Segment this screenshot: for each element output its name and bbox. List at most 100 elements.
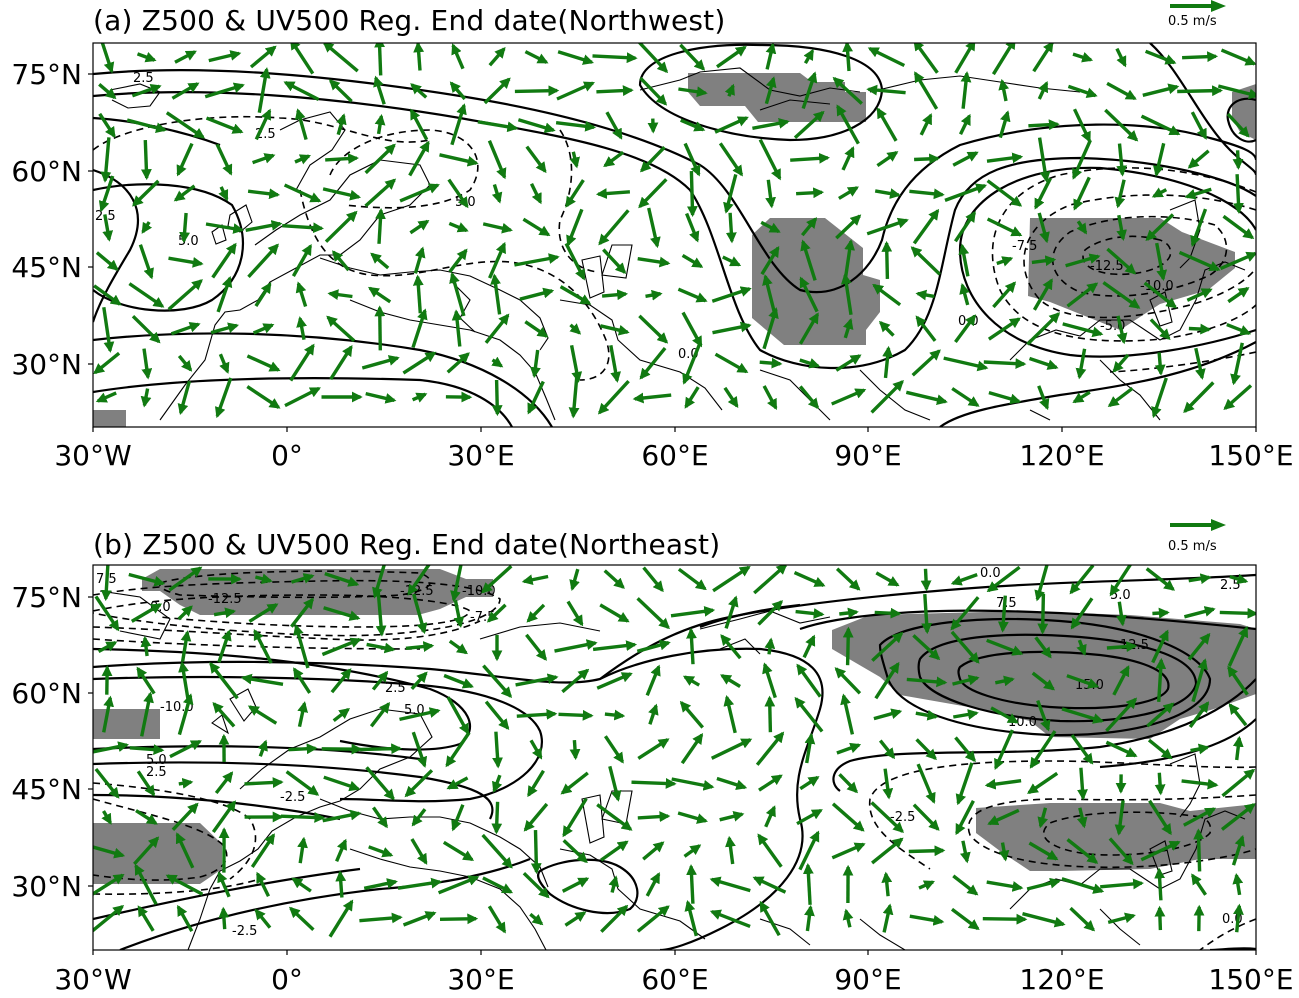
wind-vector-icon — [448, 221, 469, 233]
wind-vector-icon — [1104, 108, 1139, 142]
wind-vector-icon — [168, 566, 203, 592]
wind-vector-icon — [373, 75, 386, 105]
wind-vector-icon — [1106, 247, 1137, 275]
wind-vector-icon — [950, 596, 980, 631]
wind-vector-icon — [992, 281, 1017, 309]
wind-vector-icon — [102, 214, 114, 242]
contour-label: 2.5 — [1220, 578, 1241, 593]
wind-vector-icon — [488, 241, 506, 279]
wind-vector-icon — [366, 642, 396, 654]
wind-vector-icon — [685, 212, 700, 243]
wind-vector-icon — [252, 153, 276, 165]
wind-vector-icon — [450, 103, 467, 146]
wind-vector-icon — [297, 701, 309, 728]
wind-vector-icon — [636, 597, 670, 630]
wind-vector-icon — [249, 45, 277, 69]
wind-vector-icon — [998, 842, 1010, 862]
wind-vector-icon — [525, 633, 547, 661]
wind-vector-icon — [93, 741, 130, 754]
wind-vector-icon — [682, 675, 701, 687]
wind-vector-icon — [527, 769, 545, 798]
wind-vector-icon — [1140, 840, 1181, 862]
wind-vector-icon — [954, 736, 976, 763]
wind-vector-icon — [1151, 187, 1168, 198]
wind-vector-icon — [136, 770, 156, 797]
wind-vector-icon — [167, 279, 203, 311]
wind-vector-icon — [128, 572, 166, 587]
wind-vector-icon — [1036, 700, 1051, 732]
x-tick-label: 60°E — [641, 439, 708, 472]
wind-vector-icon — [600, 840, 629, 862]
wind-vector-icon — [950, 573, 978, 586]
wind-vector-icon — [289, 906, 315, 931]
wind-vector-icon — [909, 914, 945, 926]
wind-vector-icon — [445, 731, 471, 768]
wind-vector-icon — [793, 110, 825, 139]
wind-vector-icon — [554, 639, 598, 653]
wind-vector-icon — [1114, 179, 1126, 209]
y-tick-label: 45°N — [11, 251, 82, 284]
wind-vector-icon — [168, 256, 204, 268]
wind-vector-icon — [556, 81, 595, 101]
wind-vector-icon — [293, 623, 310, 669]
wind-vector-icon — [569, 151, 580, 169]
wind-vector-icon — [326, 315, 356, 343]
wind-vector-icon — [710, 738, 753, 760]
wind-vector-icon — [1066, 674, 1100, 689]
wind-vector-icon — [1072, 52, 1094, 63]
wind-vector-icon — [998, 110, 1011, 139]
wind-vector-icon — [328, 79, 353, 103]
x-tick-label: 150°E — [1208, 439, 1293, 472]
wind-vector-icon — [709, 909, 751, 928]
wind-vector-icon — [943, 356, 989, 372]
wind-vector-icon — [140, 140, 152, 181]
wind-vector-icon — [524, 320, 549, 338]
wind-vector-icon — [516, 708, 558, 720]
wind-vector-icon — [529, 739, 543, 760]
wind-vector-icon — [1144, 49, 1177, 65]
wind-vector-icon — [569, 568, 580, 591]
wind-vector-icon — [558, 709, 594, 721]
wind-vector-icon — [486, 603, 507, 623]
wind-vector-icon — [329, 344, 353, 381]
x-tick-label: 60°E — [641, 963, 708, 996]
contour-label: -2.5 — [232, 924, 257, 939]
wind-vector-icon — [1183, 606, 1216, 619]
wind-vector-icon — [178, 661, 190, 699]
wind-vector-icon — [908, 845, 946, 857]
wind-vector-icon — [408, 140, 430, 177]
wind-vector-icon — [246, 354, 281, 372]
wind-vector-icon — [177, 354, 193, 372]
wind-vector-icon — [245, 219, 283, 232]
wind-vector-icon — [1106, 641, 1138, 653]
wind-vector-icon — [94, 595, 120, 632]
wind-vector-icon — [714, 116, 749, 134]
wind-vector-icon — [211, 800, 237, 833]
wind-vector-icon — [762, 385, 778, 411]
wind-vector-icon — [451, 43, 465, 70]
wind-vector-icon — [764, 637, 776, 655]
wind-vector-icon — [447, 178, 469, 209]
wind-vector-icon — [636, 905, 670, 933]
wind-vector-icon — [838, 773, 859, 794]
wind-vector-icon — [482, 876, 514, 894]
wind-vector-icon — [325, 153, 359, 165]
wind-vector-icon — [488, 47, 506, 67]
contour-label: -12.5 — [1090, 259, 1124, 274]
wind-vector-icon — [247, 188, 281, 200]
wind-vector-icon — [1231, 834, 1246, 866]
wind-vector-icon — [140, 691, 154, 737]
wind-vector-icon — [1034, 177, 1052, 210]
wind-vector-icon — [712, 565, 751, 593]
wind-vector-icon — [799, 276, 819, 313]
wind-vectors — [93, 565, 1256, 938]
wind-vector-icon — [1142, 83, 1180, 97]
wind-vectors — [93, 43, 1256, 419]
wind-vector-icon — [1182, 51, 1219, 63]
wind-vector-icon — [920, 568, 932, 592]
wind-vector-icon — [374, 113, 386, 135]
x-tick-label: 30°W — [54, 439, 131, 472]
wind-vector-icon — [765, 43, 777, 70]
wind-vector-icon — [990, 706, 1019, 724]
wind-vector-icon — [100, 43, 115, 74]
